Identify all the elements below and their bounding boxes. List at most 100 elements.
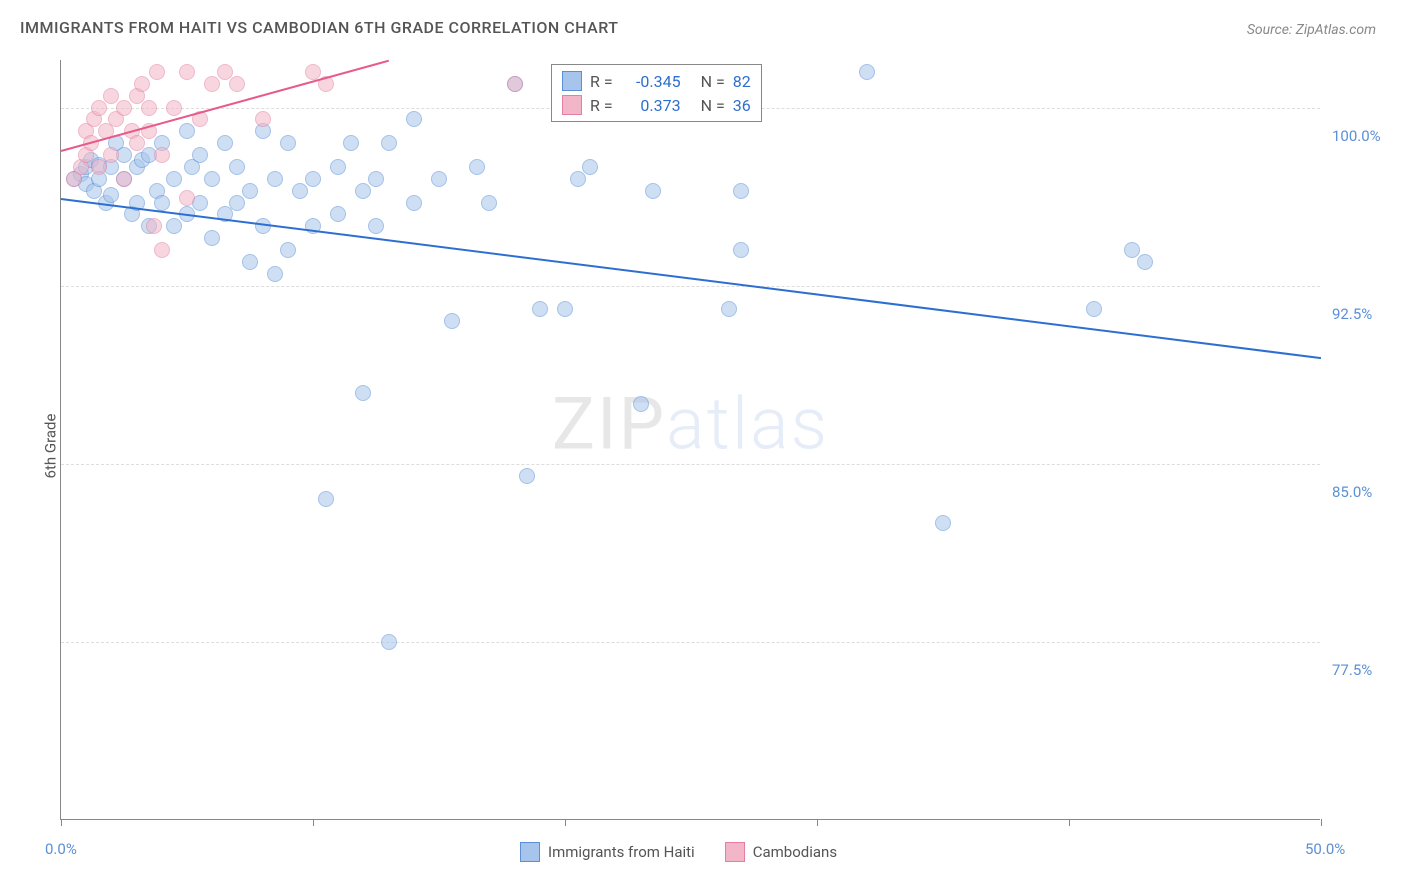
data-point <box>469 159 485 175</box>
x-tick <box>565 819 566 826</box>
r-value: 0.373 <box>621 96 681 115</box>
data-point <box>431 171 447 187</box>
data-point <box>179 190 195 206</box>
chart-container: IMMIGRANTS FROM HAITI VS CAMBODIAN 6TH G… <box>0 0 1406 892</box>
data-point <box>91 159 107 175</box>
data-point <box>292 183 308 199</box>
data-point <box>204 171 220 187</box>
plot-area: ZIPatlas R = -0.345 N = 82 R = 0.373 N = 36 <box>60 60 1320 820</box>
data-point <box>557 301 573 317</box>
data-point <box>935 515 951 531</box>
data-point <box>103 187 119 203</box>
data-point <box>1086 301 1102 317</box>
stats-row: R = 0.373 N = 36 <box>562 93 751 117</box>
data-point <box>116 171 132 187</box>
data-point <box>154 242 170 258</box>
gridline <box>61 464 1320 465</box>
data-point <box>330 206 346 222</box>
source-attribution: Source: ZipAtlas.com <box>1247 22 1376 38</box>
data-point <box>368 171 384 187</box>
watermark-atlas: atlas <box>666 382 829 467</box>
data-point <box>318 491 334 507</box>
data-point <box>355 183 371 199</box>
data-point <box>733 242 749 258</box>
data-point <box>267 171 283 187</box>
data-point <box>154 195 170 211</box>
data-point <box>103 88 119 104</box>
chart-title: IMMIGRANTS FROM HAITI VS CAMBODIAN 6TH G… <box>20 18 619 37</box>
data-point <box>242 183 258 199</box>
data-point <box>179 123 195 139</box>
x-tick <box>1321 819 1322 826</box>
data-point <box>330 159 346 175</box>
data-point <box>406 111 422 127</box>
data-point <box>149 64 165 80</box>
legend-swatch <box>520 842 540 862</box>
x-tick <box>1069 819 1070 826</box>
y-tick-label: 77.5% <box>1332 661 1372 679</box>
r-value: -0.345 <box>621 72 681 91</box>
data-point <box>280 135 296 151</box>
data-point <box>204 230 220 246</box>
n-value: 82 <box>733 72 751 91</box>
bottom-legend: Immigrants from Haiti Cambodians <box>520 842 837 862</box>
y-tick-label: 100.0% <box>1332 127 1381 145</box>
data-point <box>368 218 384 234</box>
data-point <box>141 100 157 116</box>
data-point <box>633 396 649 412</box>
x-tick <box>61 819 62 826</box>
data-point <box>1137 254 1153 270</box>
data-point <box>280 242 296 258</box>
data-point <box>519 468 535 484</box>
data-point <box>154 147 170 163</box>
data-point <box>305 171 321 187</box>
legend-swatch <box>562 95 582 115</box>
n-label: N = <box>701 96 725 115</box>
data-point <box>229 159 245 175</box>
data-point <box>166 171 182 187</box>
data-point <box>721 301 737 317</box>
data-point <box>166 100 182 116</box>
regression-line <box>61 198 1321 359</box>
data-point <box>129 135 145 151</box>
legend-item: Immigrants from Haiti <box>520 842 695 862</box>
source-name: ZipAtlas.com <box>1296 22 1376 38</box>
data-point <box>255 111 271 127</box>
data-point <box>204 76 220 92</box>
r-label: R = <box>590 96 613 115</box>
legend-label: Immigrants from Haiti <box>548 843 695 861</box>
n-label: N = <box>701 72 725 91</box>
r-label: R = <box>590 72 613 91</box>
legend-label: Cambodians <box>753 843 837 861</box>
data-point <box>217 135 233 151</box>
data-point <box>381 634 397 650</box>
data-point <box>570 171 586 187</box>
data-point <box>116 100 132 116</box>
data-point <box>91 100 107 116</box>
data-point <box>242 254 258 270</box>
data-point <box>582 159 598 175</box>
data-point <box>481 195 497 211</box>
stats-box: R = -0.345 N = 82 R = 0.373 N = 36 <box>551 64 762 122</box>
legend-swatch <box>725 842 745 862</box>
y-axis-label: 6th Grade <box>41 414 59 479</box>
y-tick-label: 85.0% <box>1332 483 1372 501</box>
data-point <box>229 76 245 92</box>
data-point <box>355 385 371 401</box>
data-point <box>406 195 422 211</box>
legend-swatch <box>562 71 582 91</box>
x-tick <box>313 819 314 826</box>
data-point <box>134 76 150 92</box>
data-point <box>859 64 875 80</box>
data-point <box>645 183 661 199</box>
data-point <box>103 147 119 163</box>
n-value: 36 <box>733 96 751 115</box>
data-point <box>229 195 245 211</box>
x-tick <box>817 819 818 826</box>
data-point <box>179 64 195 80</box>
watermark-zip: ZIP <box>552 382 666 467</box>
x-tick-label: 50.0% <box>1305 840 1345 858</box>
data-point <box>444 313 460 329</box>
watermark: ZIPatlas <box>552 382 829 467</box>
gridline <box>61 286 1320 287</box>
